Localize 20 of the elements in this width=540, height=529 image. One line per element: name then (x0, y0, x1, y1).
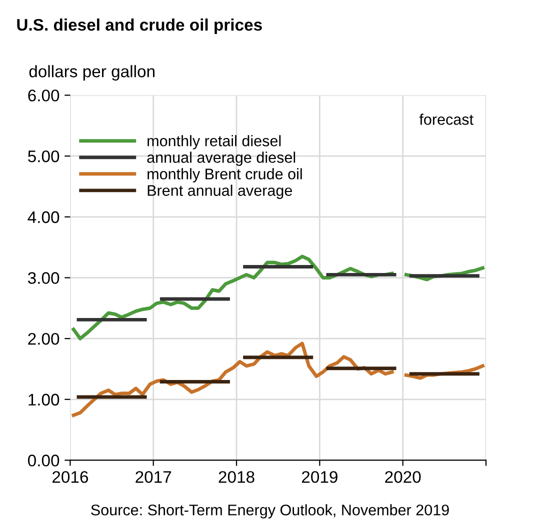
legend-label: monthly retail diesel (148, 135, 281, 150)
legend-label: Brent annual average (148, 184, 292, 199)
y-tick-label: 3.00 (28, 272, 60, 284)
x-tick-label: 2016 (52, 471, 88, 483)
y-tick-label: 1.00 (28, 394, 60, 406)
legend-label: monthly Brent crude oil (148, 168, 302, 182)
chart-title: U.S. diesel and crude oil prices (17, 18, 262, 34)
y-axis-title: dollars per gallon (29, 65, 154, 81)
y-tick-label: 0.00 (28, 454, 60, 466)
y-tick-label: 2.00 (28, 332, 60, 345)
y-tick-label: 4.00 (28, 211, 60, 224)
x-tick-label: 2019 (302, 471, 338, 483)
x-tick-label: 2018 (218, 471, 254, 483)
y-tick-label: 6.00 (28, 90, 60, 102)
legend-label: annual average diesel (147, 152, 296, 166)
annotation: forecast (419, 114, 474, 125)
source-note: Source: Short-Term Energy Outlook, November 2019 (91, 504, 449, 518)
x-tick-label: 2017 (136, 471, 172, 483)
y-tick-label: 5.00 (28, 150, 60, 162)
x-tick-label: 2020 (385, 471, 421, 483)
